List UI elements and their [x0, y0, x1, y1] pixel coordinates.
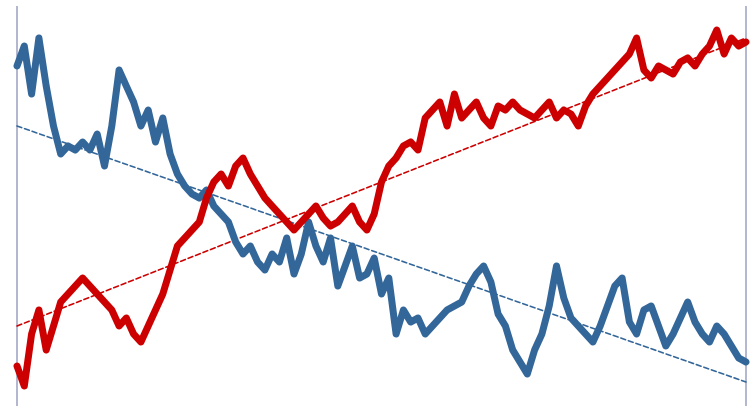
series-line-0 [13, 34, 750, 378]
series-line-1 [13, 26, 750, 390]
trendline-2 [16, 125, 747, 383]
series-layer [13, 26, 750, 390]
axis-layer [16, 6, 747, 406]
